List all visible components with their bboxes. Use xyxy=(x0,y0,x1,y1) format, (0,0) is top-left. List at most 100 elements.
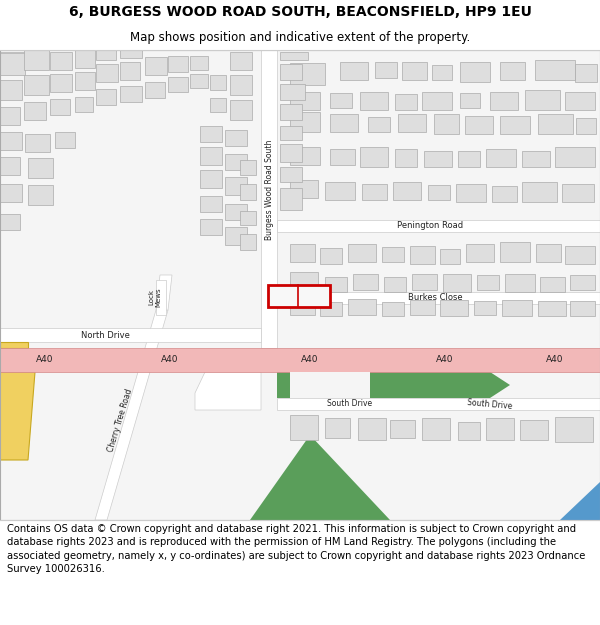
Bar xyxy=(398,114,426,132)
Bar xyxy=(290,180,318,198)
Polygon shape xyxy=(270,372,510,398)
Bar xyxy=(520,420,548,440)
Bar xyxy=(570,275,595,290)
Bar xyxy=(490,92,518,110)
Polygon shape xyxy=(277,398,600,410)
Bar xyxy=(460,93,480,108)
Bar xyxy=(290,147,320,165)
Bar xyxy=(25,134,50,152)
Bar xyxy=(538,301,566,316)
Polygon shape xyxy=(156,275,172,310)
Bar xyxy=(410,246,435,264)
Bar xyxy=(358,418,386,440)
Bar xyxy=(320,248,342,264)
Text: Contains OS data © Crown copyright and database right 2021. This information is : Contains OS data © Crown copyright and d… xyxy=(7,524,586,574)
Bar xyxy=(502,300,532,316)
Bar xyxy=(428,185,450,200)
Bar xyxy=(200,219,222,235)
Bar xyxy=(200,147,222,165)
Bar xyxy=(486,149,516,167)
Bar xyxy=(432,65,452,80)
Bar xyxy=(456,184,486,202)
Bar xyxy=(145,82,165,98)
Bar xyxy=(0,80,22,100)
Bar xyxy=(240,234,256,250)
Bar xyxy=(362,184,387,200)
Bar xyxy=(55,132,75,148)
Bar xyxy=(24,50,49,70)
Bar xyxy=(168,56,188,72)
Bar xyxy=(360,147,388,167)
Bar xyxy=(240,184,256,200)
Bar xyxy=(382,302,404,316)
Bar xyxy=(525,90,560,110)
Bar xyxy=(422,92,452,110)
Bar xyxy=(348,299,376,315)
Bar xyxy=(340,62,368,80)
Bar xyxy=(230,52,252,70)
Bar xyxy=(225,177,247,195)
Polygon shape xyxy=(156,280,166,315)
Bar xyxy=(290,112,320,132)
Text: North Drive: North Drive xyxy=(80,331,130,339)
Polygon shape xyxy=(277,220,600,232)
Bar xyxy=(555,417,593,442)
Bar xyxy=(536,244,561,262)
Bar xyxy=(505,274,535,292)
Bar xyxy=(575,64,597,82)
Bar xyxy=(28,158,53,178)
Polygon shape xyxy=(250,435,390,520)
Bar xyxy=(210,98,226,112)
Bar xyxy=(538,114,573,134)
Bar xyxy=(576,118,596,134)
Bar xyxy=(200,170,222,188)
Bar xyxy=(280,144,302,162)
Bar xyxy=(570,301,595,316)
Bar xyxy=(402,62,427,80)
Bar xyxy=(75,97,93,112)
Bar xyxy=(225,227,247,245)
Bar xyxy=(434,114,459,134)
Bar xyxy=(230,75,252,95)
Polygon shape xyxy=(0,372,35,460)
Bar xyxy=(280,126,302,140)
Bar xyxy=(390,420,415,438)
Bar xyxy=(330,149,355,165)
Bar xyxy=(395,94,417,110)
Bar xyxy=(75,50,95,68)
Bar xyxy=(320,302,342,316)
Polygon shape xyxy=(560,482,600,520)
Text: Penington Road: Penington Road xyxy=(397,221,463,231)
Bar xyxy=(0,107,20,125)
Bar xyxy=(50,52,72,70)
Bar xyxy=(348,244,376,262)
Bar xyxy=(280,188,302,210)
Bar xyxy=(565,92,595,110)
Bar xyxy=(353,274,378,290)
Bar xyxy=(75,72,95,90)
Bar xyxy=(522,182,557,202)
Bar xyxy=(325,277,347,292)
Bar xyxy=(422,418,450,440)
Text: South Drive: South Drive xyxy=(467,398,513,411)
Bar xyxy=(535,60,575,80)
Bar xyxy=(120,86,142,102)
Bar xyxy=(24,102,46,120)
Bar xyxy=(190,56,208,70)
Bar xyxy=(28,185,53,205)
Bar xyxy=(540,277,565,292)
Polygon shape xyxy=(261,50,277,348)
Bar xyxy=(0,214,20,230)
Bar xyxy=(50,99,70,115)
Polygon shape xyxy=(0,328,261,342)
Bar xyxy=(477,275,499,290)
Bar xyxy=(0,157,20,175)
Polygon shape xyxy=(95,310,168,520)
Text: Burkes Close: Burkes Close xyxy=(407,294,463,302)
Bar xyxy=(24,75,49,95)
Bar xyxy=(440,249,460,264)
Bar xyxy=(120,42,142,58)
Bar xyxy=(382,247,404,262)
Bar xyxy=(225,154,247,170)
Bar xyxy=(190,74,208,88)
